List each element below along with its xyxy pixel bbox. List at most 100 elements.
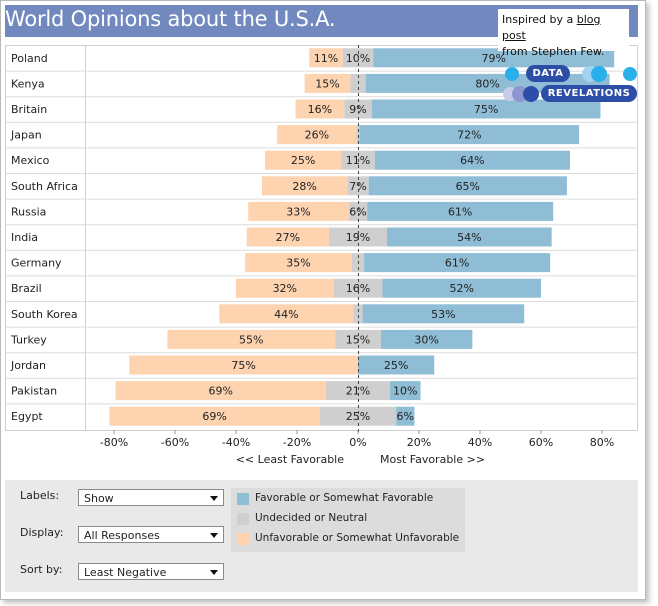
bar-neutral [325,381,391,401]
bar-unfavorable [304,73,351,93]
category-label: Brazil [11,282,42,295]
bar-favorable [359,125,580,145]
bar-unfavorable [167,329,336,349]
sort-by-select[interactable]: Least Negative [78,563,224,580]
data-label-unfavorable: 25% [291,154,315,167]
data-label-favorable: 79% [481,52,505,65]
display-select[interactable]: All Responses [78,526,224,543]
bar-unfavorable [236,278,334,298]
data-label-favorable: 52% [449,282,473,295]
legend-swatch-neutral [237,513,249,525]
bar-favorable [368,176,567,196]
display-select-value: All Responses [84,529,160,542]
data-label-unfavorable: 27% [276,231,300,244]
logo-word-data: DATA [526,65,570,82]
category-label: Jordan [10,359,46,372]
bar-unfavorable [246,227,330,247]
chart: Poland 11% 10% 79% Kenya 15% 80% Britain 16% 9% 75… [5,45,638,466]
data-label-unfavorable: 69% [202,410,226,423]
chart-title: World Opinions about the U.S.A. [5,7,336,31]
bar-favorable [390,381,421,401]
bar-unfavorable [277,125,357,145]
data-label-unfavorable: 33% [286,205,310,218]
data-label-neutral: 7% [349,180,366,193]
x-tick-label: 60% [529,436,553,449]
bar-favorable [386,227,552,247]
data-label-unfavorable: 16% [308,103,332,116]
category-label: Mexico [11,154,50,167]
x-tick-label: -80% [100,436,128,449]
data-label-favorable: 65% [456,180,480,193]
bar-favorable [382,278,541,298]
x-tick-label: 40% [468,436,492,449]
data-label-neutral: 16% [346,282,370,295]
data-label-favorable: 53% [431,308,455,321]
credit-prefix: Inspired by a [502,13,577,26]
data-label-unfavorable: 28% [292,180,316,193]
labels-select[interactable]: Show [78,489,224,506]
blog-post-link[interactable]: blog post [502,13,601,42]
data-label-unfavorable: 75% [231,359,255,372]
x-tick-label: -40% [222,436,250,449]
bar-favorable [380,329,473,349]
bar-favorable [396,406,415,426]
chevron-down-icon [210,533,218,538]
data-label-favorable: 61% [445,257,469,270]
bar-neutral [353,304,363,324]
legend-label-neutral: Undecided or Neutral [255,512,368,524]
bar-favorable [358,355,435,375]
bar-unfavorable [115,381,326,401]
data-label-favorable: 75% [474,103,498,116]
bar-favorable [362,304,525,324]
sort-by-select-value: Least Negative [84,566,167,579]
bar-favorable [373,48,615,68]
data-label-favorable: 80% [475,77,499,90]
data-label-favorable: 64% [460,154,484,167]
x-tick-label: -60% [161,436,189,449]
data-label-unfavorable: 55% [239,333,263,346]
data-label-neutral: 21% [346,385,370,398]
x-caption-left: << Least Favorable [236,453,345,466]
bar-favorable [364,253,551,273]
bar-unfavorable [295,99,345,119]
bar-favorable [371,99,601,119]
category-label: South Africa [11,180,78,193]
category-label: Britain [11,103,47,116]
bar-neutral [333,278,383,298]
data-label-favorable: 72% [457,129,481,142]
data-label-favorable: 30% [414,333,438,346]
x-caption-right: Most Favorable >> [380,453,485,466]
data-label-favorable: 10% [393,385,417,398]
credit-suffix: from Stephen Few. [502,45,605,58]
bar-neutral [348,201,368,221]
credit-note: Inspired by a blog post from Stephen Few… [498,9,629,58]
labels-select-value: Show [84,492,114,505]
data-revelations-logo: DATA REVELATIONS [499,61,639,107]
labels-control-label: Labels: [20,489,60,502]
controls-panel: Labels: Show Display: All Responses Sort… [5,480,638,592]
category-label: South Korea [11,308,78,321]
bar-unfavorable [261,176,348,196]
legend-swatch-unfavorable [237,533,249,545]
category-label: India [11,231,38,244]
bar-favorable [367,201,554,221]
category-label: Kenya [11,77,45,90]
data-label-unfavorable: 26% [305,129,329,142]
data-label-unfavorable: 32% [273,282,297,295]
data-label-favorable: 54% [457,231,481,244]
data-label-unfavorable: 44% [274,308,298,321]
logo-dot [523,86,539,102]
data-label-neutral: 6% [349,205,366,218]
bar-favorable [374,150,570,170]
bar-unfavorable [264,150,342,170]
category-label: Germany [11,257,62,270]
data-label-neutral: 9% [349,103,366,116]
category-label: Russia [11,205,46,218]
display-control-label: Display: [20,526,64,539]
bar-unfavorable [129,355,358,375]
bar-neutral [344,99,372,119]
logo-dot [591,66,607,82]
category-label: Poland [11,52,48,65]
bar-unfavorable [248,201,349,221]
plot-border [5,45,638,431]
